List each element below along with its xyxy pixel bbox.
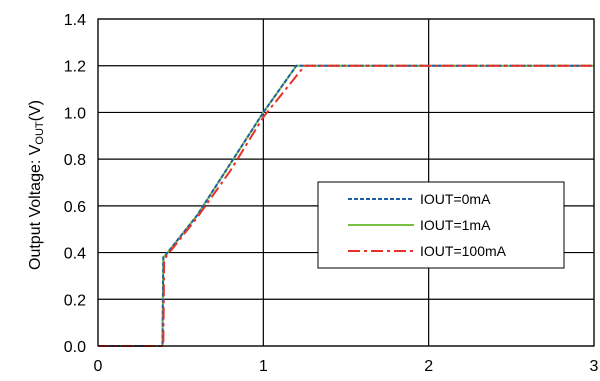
x-tick-label: 3 bbox=[590, 358, 599, 375]
y-axis-title-suffix: (V) bbox=[27, 100, 44, 121]
x-tick-label: 0 bbox=[94, 358, 103, 375]
y-axis-title-subscript: OUT bbox=[34, 121, 46, 145]
legend-label: IOUT=100mA bbox=[420, 243, 507, 259]
legend-label: IOUT=1mA bbox=[420, 217, 491, 233]
y-tick-label: 1.2 bbox=[64, 59, 86, 76]
y-tick-labels: 0.0 0.2 0.4 0.6 0.8 1.0 1.2 1.4 bbox=[64, 12, 86, 356]
y-tick-label: 0.0 bbox=[64, 339, 86, 356]
x-tick-label: 2 bbox=[424, 358, 433, 375]
y-tick-label: 0.8 bbox=[64, 152, 86, 169]
series-line-iout-100ma bbox=[98, 64, 594, 347]
legend: IOUT=0mA IOUT=1mA IOUT=100mA bbox=[317, 181, 565, 269]
y-tick-label: 1.4 bbox=[64, 12, 86, 29]
y-tick-label: 1.0 bbox=[64, 105, 86, 122]
y-tick-label: 0.4 bbox=[64, 246, 86, 263]
y-axis-title: Output Voltage: VOUT(V) bbox=[27, 100, 46, 270]
series-layer bbox=[98, 64, 594, 347]
y-tick-label: 0.2 bbox=[64, 292, 86, 309]
y-tick-label: 0.6 bbox=[64, 199, 86, 216]
plot-frame bbox=[97, 18, 595, 347]
x-tick-labels: 0 1 2 3 bbox=[94, 358, 599, 375]
legend-label: IOUT=0mA bbox=[420, 191, 491, 207]
y-axis-title-main: Output Voltage: V bbox=[27, 144, 44, 270]
x-tick-label: 1 bbox=[259, 358, 268, 375]
